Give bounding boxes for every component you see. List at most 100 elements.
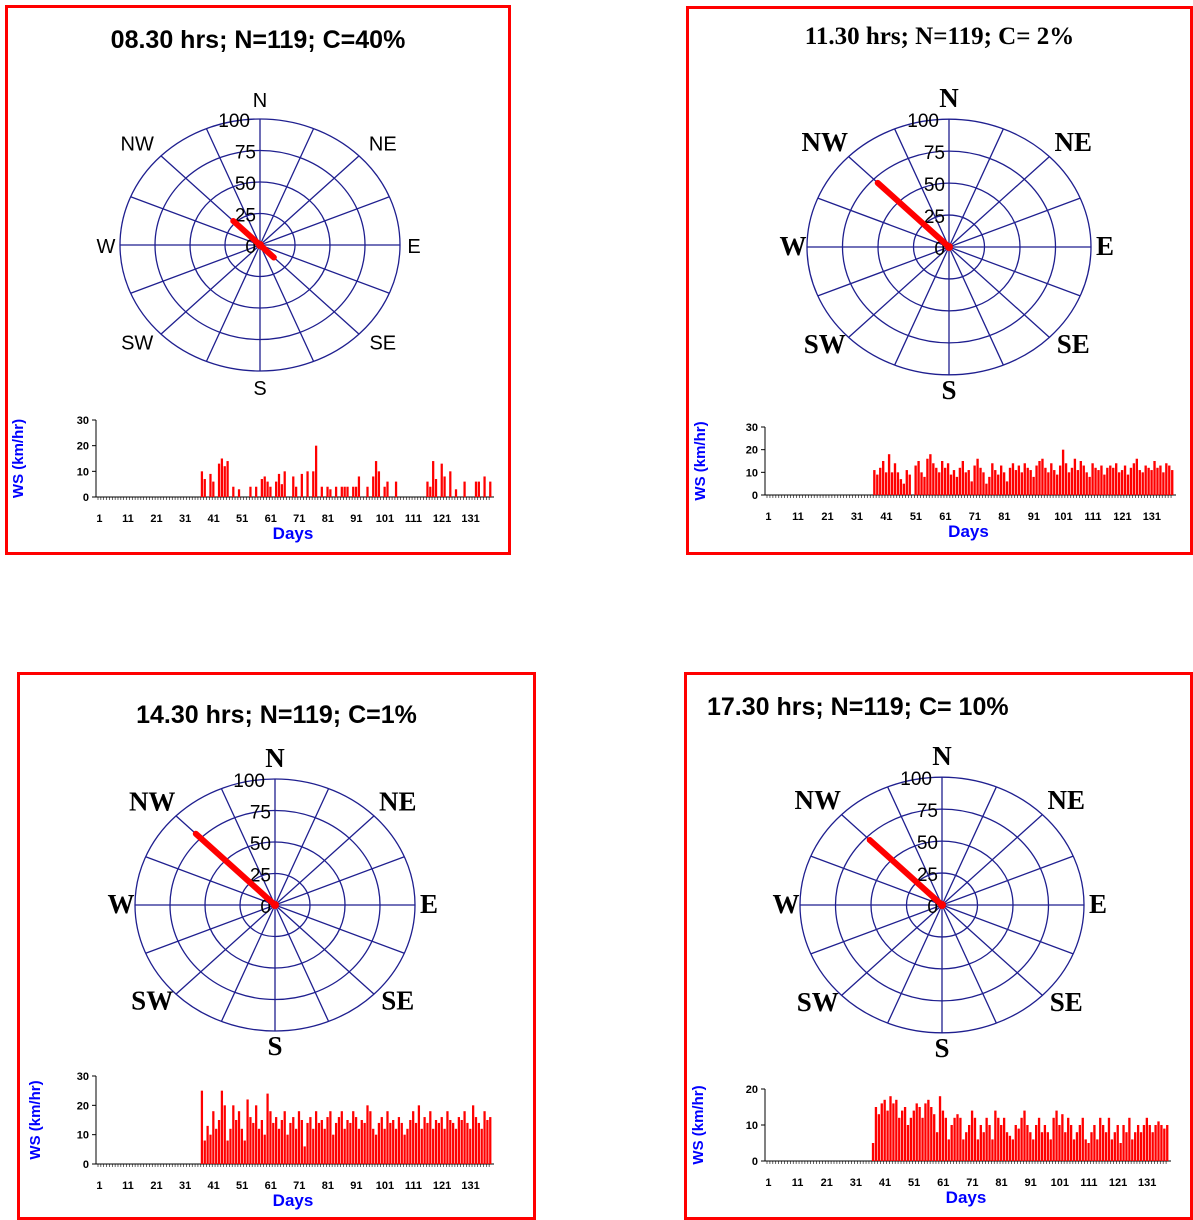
bar bbox=[973, 1117, 977, 1161]
bar bbox=[366, 486, 369, 497]
bar bbox=[329, 489, 332, 497]
x-tick-label: 41 bbox=[879, 1177, 891, 1189]
bar bbox=[1136, 1125, 1140, 1161]
bar bbox=[266, 481, 269, 497]
bar bbox=[343, 1128, 346, 1164]
bar bbox=[935, 467, 938, 495]
y-tick-label: 0 bbox=[83, 492, 89, 504]
rose-spoke bbox=[941, 904, 997, 1024]
bar bbox=[1049, 1139, 1052, 1161]
bar bbox=[369, 1111, 372, 1164]
bar bbox=[252, 1122, 255, 1164]
bar bbox=[1112, 467, 1115, 495]
bar bbox=[949, 474, 953, 495]
bar bbox=[434, 1120, 438, 1164]
rose-dir-w: W bbox=[780, 231, 807, 261]
bar bbox=[1125, 1132, 1128, 1161]
bar bbox=[1139, 1132, 1143, 1161]
bar bbox=[414, 1122, 418, 1164]
bar bbox=[346, 486, 349, 497]
rose-spoke bbox=[145, 856, 276, 906]
x-tick-label: 131 bbox=[461, 513, 479, 525]
bar bbox=[463, 481, 466, 497]
bar bbox=[380, 1117, 383, 1164]
bar bbox=[1056, 474, 1059, 495]
rose-dir-s: S bbox=[253, 378, 266, 400]
bar bbox=[440, 463, 443, 497]
windrose-panel-0830: 08.30 hrs; N=119; C=40% 0 25 50 75 100 N NE E SE… bbox=[5, 5, 511, 555]
rose-spoke bbox=[259, 244, 390, 294]
rose-spoke bbox=[130, 244, 261, 294]
bar bbox=[243, 1140, 246, 1164]
y-tick-label: 30 bbox=[77, 1071, 89, 1083]
rose-ring-label: 100 bbox=[233, 771, 265, 792]
bar bbox=[979, 467, 982, 495]
rose-dir-sw: SW bbox=[121, 333, 153, 355]
bar bbox=[283, 471, 286, 497]
bar bbox=[929, 454, 932, 495]
x-tick-label: 1 bbox=[96, 513, 102, 525]
bar bbox=[1073, 458, 1077, 495]
bar bbox=[263, 1134, 266, 1164]
bar bbox=[887, 454, 891, 495]
bar bbox=[317, 1122, 321, 1164]
bar bbox=[1103, 474, 1106, 495]
bar bbox=[968, 1125, 971, 1161]
bar bbox=[1070, 467, 1074, 495]
bar bbox=[286, 1134, 289, 1164]
bar bbox=[1147, 467, 1150, 495]
rose-dir-w: W bbox=[773, 889, 800, 919]
bar bbox=[1126, 474, 1130, 495]
bar bbox=[970, 481, 973, 495]
bar bbox=[1061, 1114, 1064, 1161]
bar bbox=[1008, 1135, 1012, 1161]
bar bbox=[249, 1117, 252, 1164]
rose-dir-nw: NW bbox=[129, 786, 176, 816]
x-tick-label: 11 bbox=[122, 1180, 134, 1192]
y-tick-label: 0 bbox=[752, 1156, 758, 1168]
x-tick-label: 131 bbox=[461, 1180, 479, 1192]
rose-spoke bbox=[887, 786, 943, 906]
bar bbox=[1061, 449, 1065, 495]
bar bbox=[489, 1117, 492, 1164]
bar bbox=[946, 463, 950, 495]
x-tick-label: 51 bbox=[910, 511, 922, 523]
bar bbox=[334, 1122, 338, 1164]
bar bbox=[389, 1122, 392, 1164]
bar bbox=[1014, 1125, 1017, 1161]
rose-dir-sw: SW bbox=[804, 329, 846, 359]
bar bbox=[1106, 467, 1109, 495]
bar bbox=[477, 481, 480, 497]
rose-spoke bbox=[948, 246, 1081, 297]
rose-dir-sw: SW bbox=[131, 986, 173, 1016]
bar bbox=[1156, 467, 1159, 495]
bar bbox=[906, 1125, 910, 1161]
bar bbox=[1093, 1125, 1096, 1161]
bar bbox=[1014, 470, 1018, 495]
rose-center bbox=[256, 241, 264, 249]
rose-ring-label: 50 bbox=[250, 834, 271, 855]
x-tick-label: 51 bbox=[236, 1180, 248, 1192]
rose-spoke bbox=[810, 855, 943, 906]
bar bbox=[326, 1117, 329, 1164]
rose-arm bbox=[192, 830, 278, 908]
bar bbox=[909, 1117, 913, 1161]
bar bbox=[1011, 463, 1015, 495]
rose-spoke bbox=[259, 244, 360, 335]
bar bbox=[295, 486, 298, 497]
rose-dir-e: E bbox=[420, 889, 438, 919]
rose-spoke bbox=[175, 904, 276, 995]
bar bbox=[434, 479, 438, 497]
rose-ring-label: 50 bbox=[235, 174, 256, 195]
bar bbox=[1132, 463, 1136, 495]
x-tick-label: 61 bbox=[939, 511, 951, 523]
bar bbox=[417, 1105, 421, 1164]
bar bbox=[927, 1099, 930, 1161]
bar bbox=[443, 1128, 446, 1164]
bar bbox=[212, 1111, 215, 1164]
rose-dir-s: S bbox=[941, 375, 956, 405]
bar bbox=[991, 463, 994, 495]
rose-dir-e: E bbox=[1089, 889, 1107, 919]
bar bbox=[449, 1120, 452, 1164]
bar bbox=[1035, 465, 1038, 495]
